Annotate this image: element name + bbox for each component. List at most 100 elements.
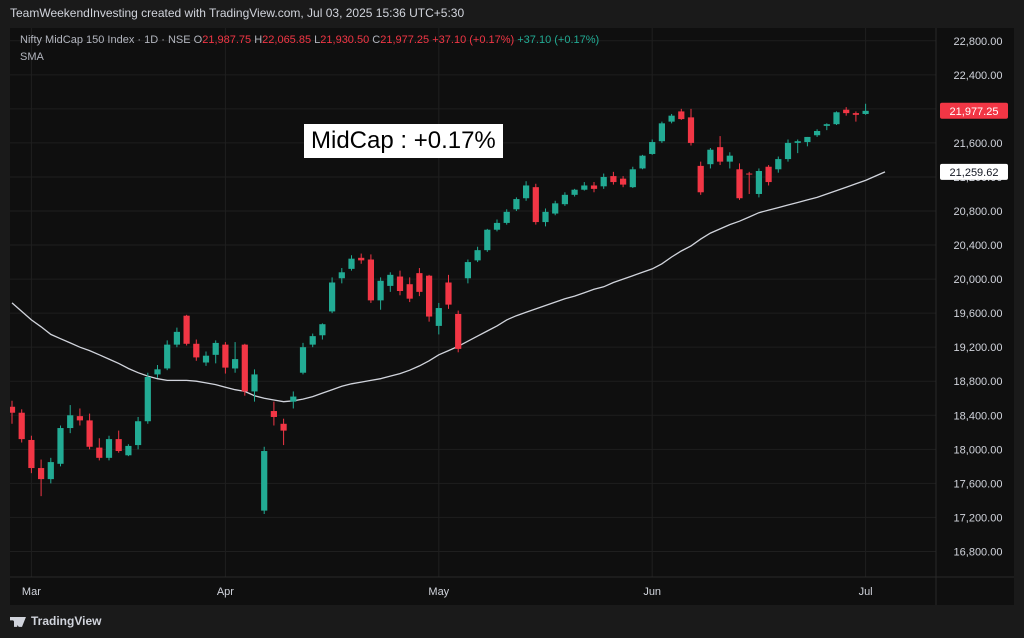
candle-body — [232, 359, 239, 369]
candle-body — [464, 262, 471, 279]
candle-body — [173, 331, 180, 345]
candle-body — [600, 176, 607, 187]
candle-body — [290, 396, 297, 402]
candle-body — [329, 282, 336, 312]
tradingview-logo-icon — [10, 616, 26, 627]
y-tick-label: 22,400.00 — [954, 70, 1003, 82]
low-value: 21,930.50 — [320, 34, 370, 46]
y-tick-label: 19,600.00 — [954, 308, 1003, 320]
candle-body — [154, 369, 161, 375]
candle-body — [843, 109, 850, 114]
candle-body — [358, 257, 365, 261]
candle-body — [513, 199, 520, 210]
candle-body — [629, 169, 636, 188]
candle-body — [833, 112, 840, 125]
indicator-legend[interactable]: SMA — [20, 51, 44, 63]
candle-body — [86, 420, 93, 447]
candle-body — [649, 142, 656, 154]
candle-body — [862, 110, 869, 114]
candle-body — [474, 250, 481, 261]
close-label: C — [372, 34, 381, 46]
y-tick-label: 18,400.00 — [954, 410, 1003, 422]
candle-body — [503, 211, 510, 223]
candle-body — [736, 169, 743, 199]
chart-svg[interactable]: 22,800.0022,400.0022,000.0021,600.0021,2… — [10, 28, 1014, 605]
candle-body — [396, 276, 404, 292]
y-tick-label: 18,000.00 — [954, 444, 1003, 456]
change-value: +37.10 (+0.17%) — [432, 34, 515, 46]
x-tick-label: Mar — [22, 586, 41, 598]
sma-value-tag — [940, 163, 1008, 180]
chart-panel[interactable]: 22,800.0022,400.0022,000.0021,600.0021,2… — [10, 28, 1014, 605]
candle-body — [309, 336, 316, 345]
candle-body — [183, 315, 190, 344]
candle-body — [852, 113, 859, 115]
candle-body — [135, 421, 142, 446]
y-tick-label: 21,600.00 — [954, 138, 1003, 150]
y-tick-label: 17,600.00 — [954, 478, 1003, 490]
top-bar: TeamWeekendInvesting created with Tradin… — [0, 0, 1024, 26]
candle-body — [348, 258, 355, 269]
last-price-tag — [940, 102, 1008, 119]
symbol-name[interactable]: Nifty MidCap 150 Index · 1D · NSE — [20, 34, 191, 46]
candle-body — [590, 185, 598, 189]
y-tick-label: 18,800.00 — [954, 376, 1003, 388]
candle-body — [658, 123, 665, 142]
candle-body — [416, 273, 423, 292]
y-tick-label: 19,200.00 — [954, 342, 1003, 354]
candle-body — [581, 185, 588, 190]
credit-text: TeamWeekendInvesting created with Tradin… — [10, 6, 465, 20]
candle-body — [823, 124, 830, 126]
candle-body — [755, 170, 762, 194]
candle-body — [746, 173, 753, 175]
candle-body — [707, 149, 714, 165]
candle-body — [610, 176, 617, 183]
candle-body — [717, 147, 724, 162]
candle-body — [668, 115, 675, 122]
last-price-label: 21,977.25 — [950, 106, 999, 118]
candle-body — [270, 411, 277, 417]
candle-body — [10, 406, 16, 413]
candle-body — [18, 412, 25, 440]
y-tick-label: 20,400.00 — [954, 240, 1003, 252]
candle-body — [115, 439, 122, 452]
candle-body — [639, 155, 646, 169]
candle-body — [484, 229, 491, 251]
candle-body — [406, 284, 413, 299]
low-label: L — [314, 34, 321, 46]
candle-body — [222, 344, 229, 368]
sma-value-label: 21,259.62 — [950, 167, 999, 179]
candle-body — [105, 439, 113, 458]
high-value: 22,065.85 — [262, 34, 312, 46]
candle-body — [28, 439, 35, 469]
candle-body — [435, 308, 442, 326]
tradingview-brand: TradingView — [31, 614, 102, 628]
candle-body — [96, 447, 103, 458]
y-tick-label: 20,800.00 — [954, 206, 1003, 218]
candle-body — [202, 355, 210, 363]
candle-body — [280, 423, 287, 431]
candle-body — [678, 111, 685, 120]
open-label: O — [193, 34, 203, 46]
candle-body — [164, 344, 171, 369]
candle-body — [299, 347, 307, 373]
candle-body — [367, 259, 374, 301]
candle-body — [377, 280, 384, 301]
candle-body — [523, 185, 530, 199]
symbol-legend: Nifty MidCap 150 Index · 1D · NSE O21,98… — [20, 34, 599, 46]
y-tick-label: 16,800.00 — [954, 546, 1003, 558]
candle-body — [765, 166, 772, 183]
y-tick-label: 20,000.00 — [954, 274, 1003, 286]
close-value: 21,977.25 — [380, 34, 430, 46]
candle-body — [57, 428, 64, 464]
candle-body — [251, 374, 258, 392]
candle-body — [125, 445, 132, 456]
candle-body — [561, 194, 568, 205]
candle-body — [445, 282, 452, 305]
tradingview-logo[interactable]: TradingView — [10, 614, 101, 628]
sma-line — [11, 171, 886, 403]
change-value-secondary: +37.10 (+0.17%) — [517, 34, 600, 46]
candle-body — [552, 203, 559, 214]
annotation-label: MidCap : +0.17% — [304, 124, 503, 158]
candle-body — [775, 159, 782, 170]
